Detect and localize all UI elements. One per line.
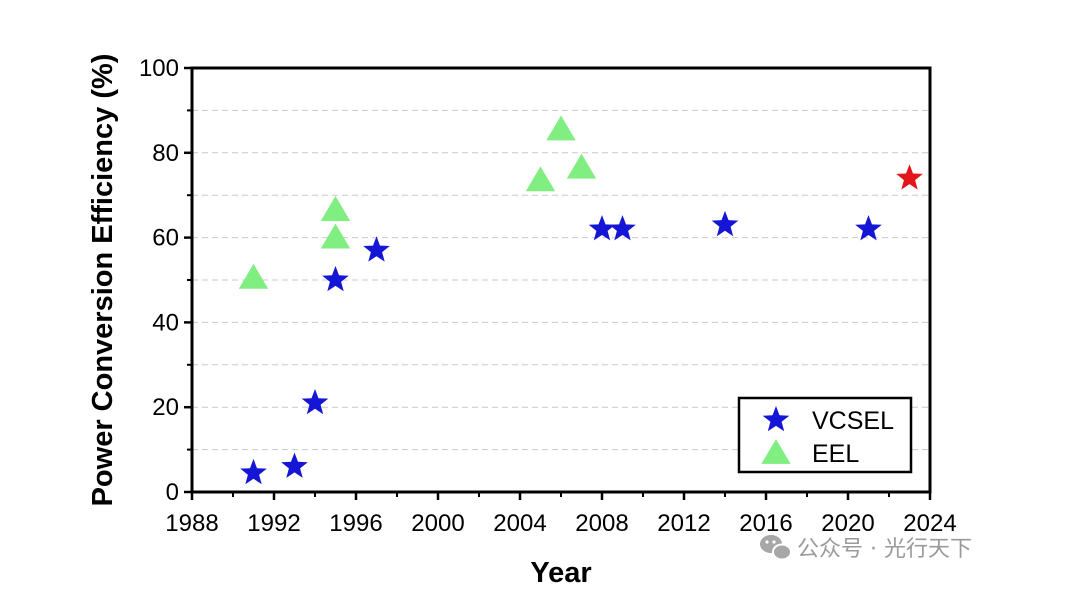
star-point [896, 164, 923, 190]
vcsel-point [281, 452, 308, 478]
vcsel-point [322, 266, 349, 292]
y-axis-label: Power Conversion Efficiency (%) [87, 54, 119, 507]
y-tick-label: 40 [152, 309, 179, 336]
y-tick-label: 60 [152, 225, 179, 252]
x-tick-label: 1992 [247, 510, 300, 537]
watermark: 公众号 · 光行天下 [760, 535, 972, 562]
x-axis-ticks: 1988 1992 1996 2000 2004 2008 2012 2016 2020 2024 [165, 492, 957, 537]
x-tick-label: 2012 [657, 510, 710, 537]
eel-point [566, 153, 597, 179]
legend: VCSEL EEL [737, 396, 913, 474]
vcsel-point [609, 215, 636, 241]
eel-point [238, 263, 269, 289]
watermark-text: 公众号 · 光行天下 [797, 537, 972, 562]
vcsel-point [301, 389, 329, 415]
legend-marker-vcsel [762, 406, 790, 432]
x-tick-label: 2020 [821, 510, 874, 537]
data-marks [238, 115, 923, 485]
x-tick-label: 2008 [575, 510, 628, 537]
x-tick-label: 1988 [165, 510, 218, 537]
eel-point [320, 196, 351, 221]
vcsel-point [588, 215, 616, 241]
y-tick-label: 0 [166, 479, 179, 506]
x-axis-label: Year [530, 557, 591, 589]
vcsel-point [363, 236, 390, 262]
eel-point [546, 115, 576, 141]
wechat-icon [760, 535, 792, 561]
x-tick-label: 2004 [493, 510, 546, 537]
x-tick-label: 2000 [411, 510, 464, 537]
y-axis-ticks: 0 20 40 60 80 100 [139, 55, 192, 506]
eel-point [320, 223, 351, 249]
x-tick-label: 2016 [739, 510, 792, 537]
legend-label-vcsel: VCSEL [812, 407, 894, 435]
x-tick-label: 1996 [329, 510, 382, 537]
y-tick-label: 20 [152, 394, 179, 421]
y-tick-label: 80 [152, 140, 179, 167]
legend-marker-eel [761, 439, 791, 464]
x-tick-label: 2024 [903, 510, 956, 537]
eel-point [525, 166, 556, 192]
y-tick-label: 100 [139, 55, 179, 82]
legend-label-eel: EEL [812, 440, 859, 468]
vcsel-point [240, 458, 267, 485]
vcsel-point [711, 210, 739, 237]
vcsel-point [855, 215, 882, 241]
